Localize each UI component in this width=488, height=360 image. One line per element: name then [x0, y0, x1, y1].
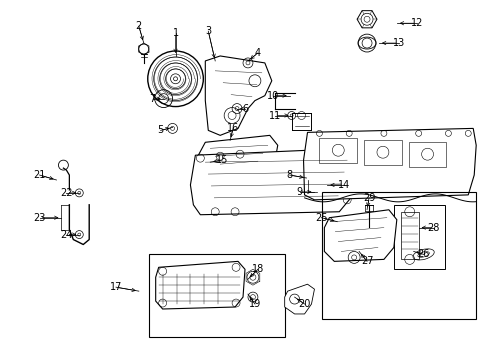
Text: 8: 8 — [286, 170, 292, 180]
Text: 3: 3 — [205, 26, 211, 36]
Bar — [364, 140, 401, 165]
Text: 4: 4 — [254, 48, 261, 58]
Text: 28: 28 — [427, 222, 439, 233]
Text: 23: 23 — [33, 213, 46, 223]
Text: 17: 17 — [110, 282, 122, 292]
Polygon shape — [205, 56, 271, 135]
Text: 11: 11 — [268, 111, 280, 121]
Polygon shape — [303, 129, 475, 200]
Text: 21: 21 — [33, 170, 46, 180]
Text: 14: 14 — [337, 180, 349, 190]
Text: 2: 2 — [135, 21, 142, 31]
Text: 24: 24 — [60, 230, 72, 239]
Bar — [319, 138, 356, 163]
Text: 12: 12 — [409, 18, 422, 28]
Bar — [322, 192, 475, 319]
Text: 15: 15 — [216, 155, 228, 165]
Text: 18: 18 — [251, 264, 264, 274]
Bar — [393, 205, 445, 269]
Text: 22: 22 — [60, 188, 73, 198]
Text: 27: 27 — [360, 256, 372, 266]
Text: 10: 10 — [266, 91, 278, 101]
Polygon shape — [284, 284, 314, 314]
Text: 1: 1 — [172, 28, 178, 38]
Polygon shape — [190, 148, 358, 215]
Text: 19: 19 — [248, 299, 261, 309]
Polygon shape — [356, 11, 376, 28]
Polygon shape — [324, 210, 396, 261]
Text: 26: 26 — [417, 249, 429, 260]
Text: 16: 16 — [226, 123, 239, 134]
Text: 13: 13 — [392, 38, 404, 48]
Polygon shape — [198, 135, 277, 175]
Polygon shape — [155, 261, 244, 309]
Text: 7: 7 — [149, 94, 156, 104]
Text: 29: 29 — [362, 193, 374, 203]
Text: 6: 6 — [242, 104, 247, 113]
Bar — [148, 255, 284, 337]
Text: 25: 25 — [314, 213, 327, 223]
Text: 5: 5 — [157, 125, 163, 135]
Text: 9: 9 — [296, 187, 302, 197]
Text: 20: 20 — [298, 299, 310, 309]
Bar — [400, 212, 418, 260]
Bar — [408, 142, 446, 167]
